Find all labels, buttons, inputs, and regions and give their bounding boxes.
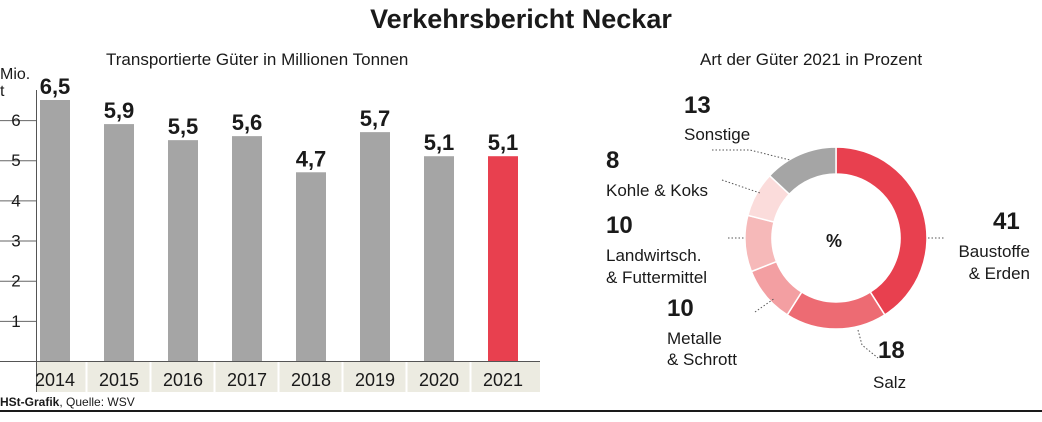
x-tick-label-2015: 2015: [99, 370, 139, 390]
x-tick-label-2020: 2020: [419, 370, 459, 390]
donut-chart: [712, 146, 945, 359]
slice-value-salz: 18: [878, 337, 905, 364]
bar-2016: [168, 140, 198, 361]
bar-value-label-2021: 5,1: [488, 130, 519, 155]
x-tick-label-2014: 2014: [35, 370, 75, 390]
bar-chart-subtitle: Transportierte Güter in Millionen Tonnen: [106, 50, 409, 69]
y-tick-label: 1: [11, 312, 20, 331]
leader-line: [721, 179, 761, 194]
x-tick-label-2018: 2018: [291, 370, 331, 390]
donut-slice-5: [768, 146, 837, 196]
y-tick-label: 2: [11, 272, 20, 291]
bar-2021: [488, 156, 518, 361]
y-tick-label: 5: [11, 151, 20, 170]
bar-value-label-2016: 5,5: [168, 114, 199, 139]
bar-value-label-2019: 5,7: [360, 106, 391, 131]
slice-label-salz: Salz: [873, 373, 907, 392]
bar-value-label-2017: 5,6: [232, 110, 263, 135]
bar-2015: [104, 124, 134, 361]
bar-value-label-2014: 6,5: [40, 74, 71, 99]
y-axis-unit-line1: Mio.: [0, 66, 31, 83]
y-tick-label: 3: [11, 232, 20, 251]
y-tick-label: 4: [11, 191, 20, 210]
bar-chart: 1 2 3 4 5 6 6,5 2014 5,9 2015 5,5 2016 5,6 2017 4,7 201…: [0, 74, 540, 392]
bar-2019: [360, 132, 390, 361]
donut-center-label: %: [826, 231, 843, 251]
slice-value-baustoffe: 41: [993, 208, 1020, 235]
donut-slice-1: [786, 291, 886, 330]
y-axis-unit: Mio. t: [0, 66, 30, 100]
leader-line: [712, 149, 791, 161]
slice-value-sonstige: 13: [684, 92, 711, 119]
bar-value-label-2015: 5,9: [104, 98, 135, 123]
bar-2014: [40, 100, 70, 361]
x-tick-label-2016: 2016: [163, 370, 203, 390]
chart-title: Verkehrsbericht Neckar: [370, 4, 672, 34]
leader-line: [857, 329, 879, 359]
y-tick-label: 6: [11, 111, 20, 130]
donut-chart-subtitle: Art der Güter 2021 in Prozent: [700, 50, 923, 69]
bar-2018: [296, 172, 326, 361]
slice-label-kohle: Kohle & Koks: [606, 181, 709, 200]
bar-value-label-2020: 5,1: [424, 130, 455, 155]
bar-value-label-2018: 4,7: [296, 146, 327, 171]
x-tick-label-2021: 2021: [483, 370, 523, 390]
x-axis-band: [36, 362, 540, 392]
footer-rule: [0, 410, 1042, 412]
slice-label-sonstige: Sonstige: [684, 125, 751, 144]
donut-slice-0: [835, 146, 928, 316]
source-credit: HSt-Grafik: [0, 395, 60, 409]
source-note: HSt-Grafik, Quelle: WSV: [0, 395, 135, 409]
slice-label-metalle-2: & Schrott: [667, 350, 737, 369]
bar-2020: [424, 156, 454, 361]
x-tick-label-2019: 2019: [355, 370, 395, 390]
slice-label-landwirtschaft-2: & Futtermittel: [606, 268, 708, 287]
y-axis-unit-line2: t: [0, 83, 5, 100]
bar-2017: [232, 136, 262, 361]
slice-value-kohle: 8: [606, 147, 620, 174]
slice-label-landwirtschaft-1: Landwirtsch.: [606, 246, 702, 265]
slice-label-metalle-1: Metalle: [667, 329, 722, 348]
x-tick-label-2017: 2017: [227, 370, 267, 390]
leader-line: [754, 297, 776, 313]
slice-label-baustoffe-2: & Erden: [968, 264, 1030, 283]
slice-value-metalle: 10: [667, 295, 694, 322]
slice-value-landwirtschaft: 10: [606, 212, 633, 239]
source-text: , Quelle: WSV: [59, 395, 135, 409]
donut-slice-3: [744, 214, 778, 273]
slice-label-baustoffe-1: Baustoffe: [958, 242, 1030, 261]
